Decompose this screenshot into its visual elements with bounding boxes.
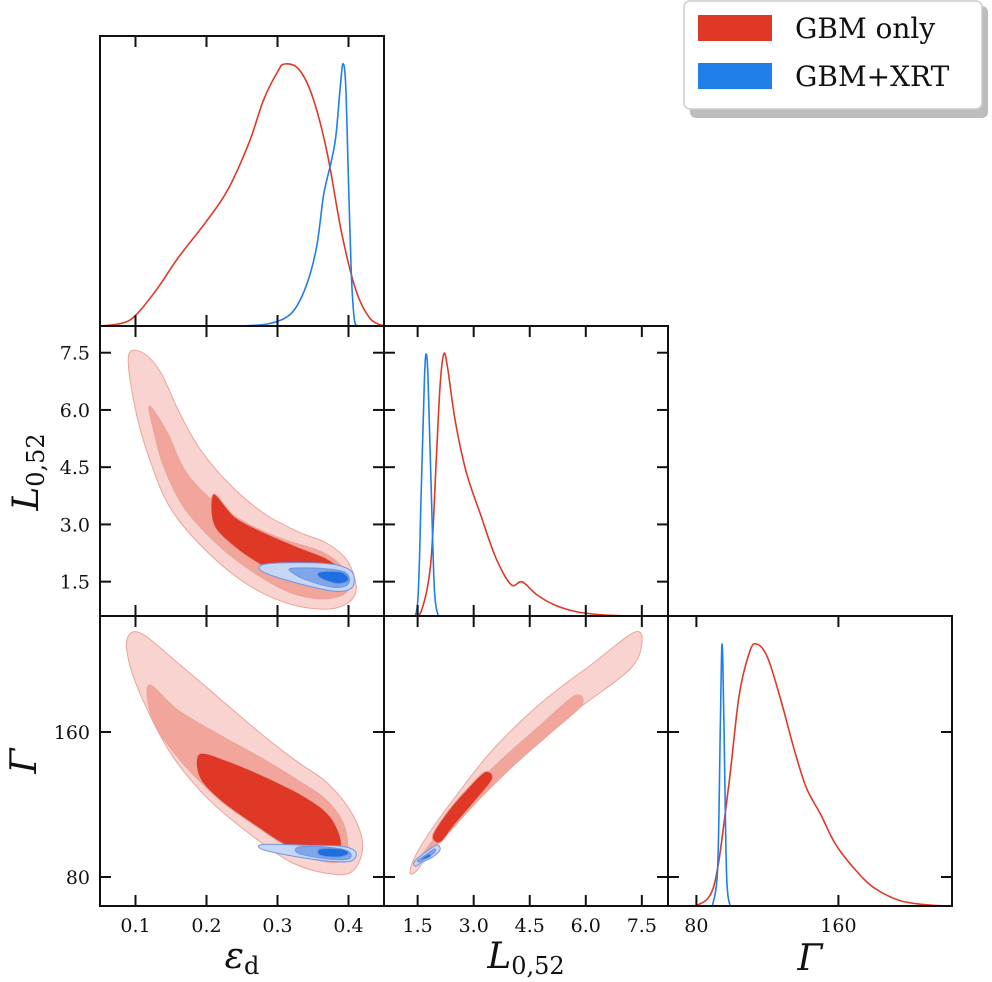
panel-L-marginal	[383, 325, 669, 617]
legend-label-gbm: GBM only	[795, 12, 935, 45]
eps-xtick-label-0.4: 0.4	[333, 915, 363, 937]
G-ytick-label-160: 160	[54, 722, 90, 744]
G_vs_L-gbm-contour-3	[431, 770, 494, 844]
xlabel-L: L0,52	[486, 936, 564, 980]
ylabel-L-main: L	[6, 487, 47, 512]
panel-G-marginal-frame	[667, 615, 953, 907]
L-xtick-label-4.5: 4.5	[515, 915, 545, 937]
tick-labels: 0.1 0.2 0.3 0.4 1.5 3.0 4.5 6.0 7.5 80 160 1.5 3.0 4.…	[54, 36, 952, 937]
L-marginal-gbm-line	[411, 352, 635, 616]
panel-G-vs-L	[383, 615, 669, 907]
L-xtick-label-1.5: 1.5	[403, 915, 433, 937]
ylabel-G-main: Γ	[4, 746, 45, 774]
L-xtick-label-7.5: 7.5	[627, 915, 657, 937]
L-ytick-label-4.5: 4.5	[60, 457, 90, 479]
xlabel-eps: εd	[225, 936, 260, 980]
panel-G-marginal	[667, 615, 953, 907]
legend-label-xrt: GBM+XRT	[795, 60, 950, 93]
G_vs_eps-xrt-contour-3	[317, 847, 350, 858]
L-marginal-xrt-line	[409, 353, 439, 616]
ylabel-G: Γ	[4, 746, 45, 774]
L-xtick-label-3.0: 3.0	[459, 915, 489, 937]
G_vs_L-xrt-contour-3	[420, 853, 432, 860]
ylabel-L: L0,52	[6, 433, 50, 511]
xlabel-L-sub: 0,52	[511, 952, 564, 980]
panel-eps-marginal	[99, 35, 385, 327]
eps-xtick-label-0.1: 0.1	[120, 915, 150, 937]
panel-L-marginal-frame	[383, 325, 669, 617]
ylabel-L-sub: 0,52	[22, 433, 50, 486]
G-xtick-label-160: 160	[820, 915, 856, 937]
xlabel-eps-sub: d	[244, 952, 259, 980]
G-ytick-label-80: 80	[66, 867, 90, 889]
G-xtick-label-80: 80	[684, 915, 708, 937]
L-ytick-label-7.5: 7.5	[60, 343, 90, 365]
L_vs_eps-xrt-contour-3	[317, 570, 350, 585]
eps-marginal-xrt-line	[241, 63, 358, 326]
L-ytick-label-1.5: 1.5	[60, 572, 90, 594]
L-xtick-label-6.0: 6.0	[571, 915, 601, 937]
legend-swatch-gbm	[698, 15, 772, 41]
xlabel-eps-main: ε	[225, 936, 244, 977]
L-ytick-label-3.0: 3.0	[60, 514, 90, 536]
xlabel-L-main: L	[486, 936, 511, 977]
xlabel-G-main: Γ	[797, 938, 825, 979]
eps-marginal-gbm-line	[100, 63, 384, 326]
G-marginal-gbm-line	[695, 642, 952, 906]
panel-G-vs-eps	[99, 615, 385, 907]
xlabel-G: Γ	[797, 938, 825, 979]
eps-xtick-label-0.3: 0.3	[262, 915, 292, 937]
L-ytick-label-6.0: 6.0	[60, 400, 90, 422]
legend-swatch-xrt	[698, 63, 772, 89]
G-marginal-xrt-line	[711, 643, 731, 906]
legend: GBM only GBM+XRT	[683, 0, 988, 118]
panel-L-vs-eps	[99, 325, 385, 617]
eps-xtick-label-0.2: 0.2	[191, 915, 221, 937]
